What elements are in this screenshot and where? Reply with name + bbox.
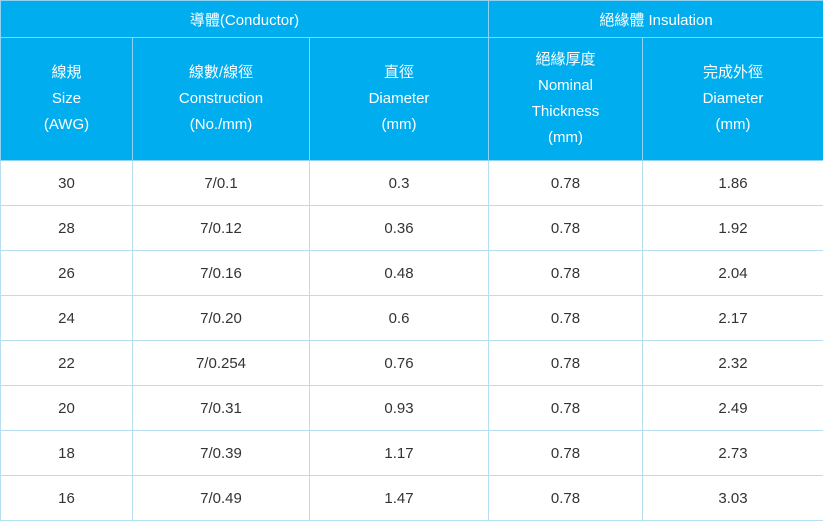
column-header-line: (No./mm) — [189, 116, 253, 133]
table-cell: 2.17 — [641, 295, 823, 341]
column-header-line: Diameter — [702, 90, 764, 107]
table-cell: 0.78 — [488, 250, 643, 296]
group-header-conductor: 導體(Conductor) — [0, 0, 489, 38]
table-cell: 0.78 — [488, 385, 643, 431]
table-cell: 7/0.49 — [132, 475, 310, 521]
column-header-line: Diameter — [368, 90, 430, 107]
table-cell: 0.93 — [309, 385, 489, 431]
table-cell: 1.17 — [309, 430, 489, 476]
column-header-line: 線規 — [51, 64, 82, 81]
table-row: 24 7/0.20 0.6 0.78 2.17 — [0, 295, 823, 341]
table-cell: 7/0.20 — [132, 295, 310, 341]
column-header-line: (mm) — [548, 129, 583, 146]
table-cell: 26 — [0, 250, 133, 296]
table-cell: 0.48 — [309, 250, 489, 296]
column-header-line: 完成外徑 — [703, 64, 764, 81]
table-cell: 2.32 — [641, 340, 823, 386]
table-cell: 16 — [0, 475, 133, 521]
column-header-row: 線規 Size (AWG) 線數/線徑 Construction (No./mm) 直徑 Di… — [0, 37, 823, 161]
table-cell: 20 — [0, 385, 133, 431]
table-cell: 7/0.16 — [132, 250, 310, 296]
table-row: 28 7/0.12 0.36 0.78 1.92 — [0, 205, 823, 251]
table-cell: 0.76 — [309, 340, 489, 386]
column-header-line: Thickness — [531, 103, 600, 120]
table-cell: 22 — [0, 340, 133, 386]
column-header-line: 絕緣厚度 — [535, 51, 596, 68]
table-row: 16 7/0.49 1.47 0.78 3.03 — [0, 475, 823, 521]
column-header: 線數/線徑 Construction (No./mm) — [132, 37, 310, 161]
table-cell: 7/0.31 — [132, 385, 310, 431]
table-cell: 3.03 — [641, 475, 823, 521]
table-row: 26 7/0.16 0.48 0.78 2.04 — [0, 250, 823, 296]
column-header-line: (AWG) — [43, 116, 90, 133]
table-cell: 24 — [0, 295, 133, 341]
table-cell: 1.47 — [309, 475, 489, 521]
group-label: 絕緣體 Insulation — [599, 11, 713, 29]
table-row: 30 7/0.1 0.3 0.78 1.86 — [0, 160, 823, 206]
column-header-line: (mm) — [715, 116, 751, 133]
table-cell: 0.78 — [488, 205, 643, 251]
table-row: 22 7/0.254 0.76 0.78 2.32 — [0, 340, 823, 386]
table-cell: 28 — [0, 205, 133, 251]
table-row: 18 7/0.39 1.17 0.78 2.73 — [0, 430, 823, 476]
column-header-line: 線數/線徑 — [188, 64, 254, 81]
table-cell: 1.92 — [641, 205, 823, 251]
table-cell: 0.78 — [488, 340, 643, 386]
column-header-line: Nominal — [537, 77, 594, 94]
column-header-line: Construction — [178, 90, 264, 107]
column-header-line: 直徑 — [383, 64, 414, 81]
group-label: 導體(Conductor) — [189, 11, 300, 29]
table-cell: 30 — [0, 160, 133, 206]
column-header-line: (mm) — [381, 116, 417, 133]
column-header: 絕緣厚度 Nominal Thickness (mm) — [488, 37, 643, 161]
column-header-line: Size — [51, 90, 82, 107]
group-header-insulation: 絕緣體 Insulation — [487, 0, 823, 38]
table-cell: 2.73 — [641, 430, 823, 476]
table-cell: 0.6 — [309, 295, 489, 341]
table-cell: 2.04 — [641, 250, 823, 296]
table-row: 20 7/0.31 0.93 0.78 2.49 — [0, 385, 823, 431]
table-cell: 7/0.12 — [132, 205, 310, 251]
table-cell: 7/0.1 — [132, 160, 310, 206]
table-cell: 0.78 — [488, 430, 643, 476]
table-cell: 1.86 — [641, 160, 823, 206]
column-header: 直徑 Diameter (mm) — [309, 37, 489, 161]
table-cell: 0.78 — [488, 475, 643, 521]
table-body: 30 7/0.1 0.3 0.78 1.86 28 7/0.12 0.36 0.78 1.92 26… — [0, 160, 823, 521]
table-cell: 0.78 — [488, 160, 643, 206]
table-cell: 0.3 — [309, 160, 489, 206]
table-cell: 0.36 — [309, 205, 489, 251]
table-cell: 0.78 — [488, 295, 643, 341]
table-cell: 7/0.39 — [132, 430, 310, 476]
table-cell: 2.49 — [641, 385, 823, 431]
group-header-row: 導體(Conductor) 絕緣體 Insulation — [0, 0, 823, 38]
table-cell: 7/0.254 — [132, 340, 310, 386]
column-header: 線規 Size (AWG) — [0, 37, 133, 161]
column-header: 完成外徑 Diameter (mm) — [641, 37, 823, 161]
table-cell: 18 — [0, 430, 133, 476]
